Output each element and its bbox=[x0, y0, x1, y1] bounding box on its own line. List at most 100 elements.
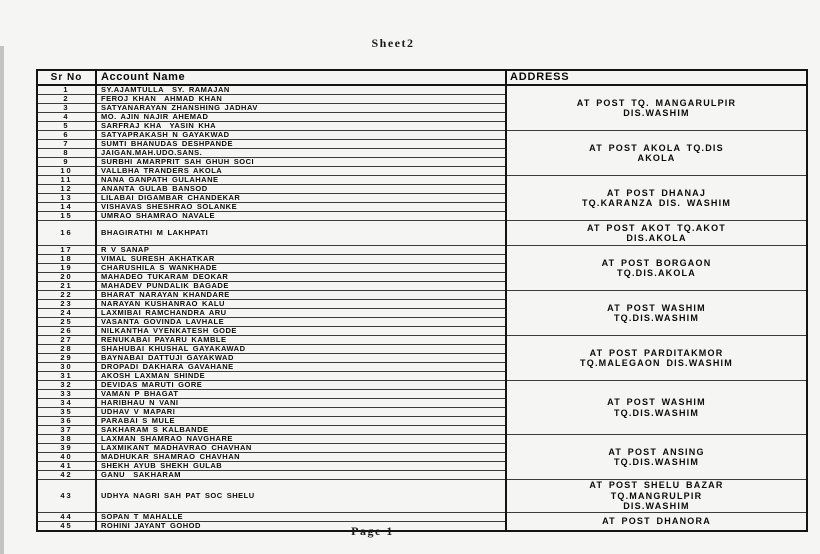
table-row: 37 SAKHARAM S KALBANDE bbox=[37, 425, 807, 435]
table-row: 29 BAYNABAI DATTUJI GAYAKWAD bbox=[37, 353, 807, 363]
sr-no-cell: 27 bbox=[37, 335, 97, 345]
table-row: 26 NILKANTHA VYENKATESH GODE bbox=[37, 326, 807, 336]
table-row: 44 SOPAN T MAHALLE AT POST DHANORA bbox=[37, 511, 807, 531]
sr-no-cell: 18 bbox=[37, 254, 97, 264]
sr-no-cell: 12 bbox=[37, 184, 97, 194]
table-row: 30 DROPADI DAKHARA GAVAHANE bbox=[37, 362, 807, 372]
table-row: 16 BHAGIRATHI M LAKHPATI AT POST AKOT TQ.A… bbox=[37, 220, 807, 246]
sr-no-cell: 44 bbox=[37, 511, 97, 521]
account-name-cell: CHARUSHILA S WANKHADE bbox=[96, 263, 507, 273]
scan-edge-artifact bbox=[0, 46, 4, 554]
table-row: 31 AKOSH LAXMAN SHINDE bbox=[37, 371, 807, 381]
sr-no-cell: 33 bbox=[37, 389, 97, 399]
sr-no-cell: 42 bbox=[37, 470, 97, 480]
sr-no-cell: 40 bbox=[37, 452, 97, 462]
sheet-title: Sheet2 bbox=[371, 36, 415, 50]
table-row: 35 UDHAV V MAPARI bbox=[37, 407, 807, 417]
sr-no-cell: 38 bbox=[37, 434, 97, 444]
table-row: 25 VASANTA GOVINDA LAVHALE bbox=[37, 317, 807, 327]
sr-no-cell: 2 bbox=[37, 94, 97, 104]
account-name-cell: NILKANTHA VYENKATESH GODE bbox=[96, 326, 507, 336]
address-cell: AT POST ANSING TQ.DIS.WASHIM bbox=[506, 434, 807, 480]
account-name-cell: AKOSH LAXMAN SHINDE bbox=[96, 371, 507, 381]
sr-no-cell: 32 bbox=[37, 380, 97, 390]
table-row: 43 UDHYA NAGRI SAH PAT SOC SHELU AT POST S… bbox=[37, 479, 807, 512]
sr-no-cell: 23 bbox=[37, 299, 97, 309]
account-name-cell: SURBHI AMARPRIT SAH GHUH SOCI bbox=[96, 157, 507, 167]
sr-no-cell: 4 bbox=[37, 112, 97, 122]
account-name-cell: LAXMIBAI RAMCHANDRA ARU bbox=[96, 308, 507, 318]
sr-no-cell: 45 bbox=[37, 520, 97, 531]
table-row: 2 FEROJ KHAN AHMAD KHAN bbox=[37, 94, 807, 104]
sr-no-cell: 37 bbox=[37, 425, 97, 435]
table-row: 38 LAXMAN SHAMRAO NAVGHARE AT POST ANSING … bbox=[37, 434, 807, 480]
table-row: 42 GANU SAKHARAM bbox=[37, 470, 807, 480]
sr-no-cell: 20 bbox=[37, 272, 97, 282]
account-name-cell: FEROJ KHAN AHMAD KHAN bbox=[96, 94, 507, 104]
table-row: 32 DEVIDAS MARUTI GORE AT POST WASHIM TQ.D… bbox=[37, 380, 807, 435]
account-name-cell: MADHUKAR SHAMRAO CHAVHAN bbox=[96, 452, 507, 462]
table-row: 19 CHARUSHILA S WANKHADE bbox=[37, 263, 807, 273]
table-row: 34 HARIBHAU N VANI bbox=[37, 398, 807, 408]
sr-no-cell: 13 bbox=[37, 193, 97, 203]
account-name-cell: SATYANARAYAN ZHANSHING JADHAV bbox=[96, 103, 507, 113]
sr-no-cell: 26 bbox=[37, 326, 97, 336]
table-row: 22 BHARAT NARAYAN KHANDARE AT POST WASHIM … bbox=[37, 290, 807, 336]
account-name-cell: LAXMAN SHAMRAO NAVGHARE bbox=[96, 434, 507, 444]
table-row: 23 NARAYAN KUSHANRAO KALU bbox=[37, 299, 807, 309]
address-cell: AT POST BORGAON TQ.DIS.AKOLA bbox=[506, 245, 807, 291]
account-name-cell: SATYAPRAKASH N GAYAKWAD bbox=[96, 130, 507, 140]
table-row: 1 SY.AJAMTULLA SY. RAMAJAN AT POST TQ. MAN… bbox=[37, 84, 807, 131]
account-name-cell: SUMTI BHANUDAS DESHPANDE bbox=[96, 139, 507, 149]
table-row: 15 UMRAO SHAMRAO NAVALE bbox=[37, 211, 807, 221]
header-address: ADDRESS bbox=[506, 70, 807, 86]
sr-no-cell: 5 bbox=[37, 121, 97, 131]
account-name-cell: LILABAI DIGAMBAR CHANDEKAR bbox=[96, 193, 507, 203]
table-row: 9 SURBHI AMARPRIT SAH GHUH SOCI bbox=[37, 157, 807, 167]
sr-no-cell: 11 bbox=[37, 175, 97, 185]
table-row: 27 RENUKABAI PAYARU KAMBLE AT POST PARDITA… bbox=[37, 335, 807, 381]
sr-no-cell: 43 bbox=[37, 479, 97, 512]
account-name-cell: HARIBHAU N VANI bbox=[96, 398, 507, 408]
sr-no-cell: 28 bbox=[37, 344, 97, 354]
table-row: 24 LAXMIBAI RAMCHANDRA ARU bbox=[37, 308, 807, 318]
table-row: 40 MADHUKAR SHAMRAO CHAVHAN bbox=[37, 452, 807, 462]
account-name-cell: BHAGIRATHI M LAKHPATI bbox=[96, 220, 507, 246]
address-cell: AT POST AKOLA TQ.DIS AKOLA bbox=[506, 130, 807, 176]
table-row: 20 MAHADEO TUKARAM DEOKAR bbox=[37, 272, 807, 282]
table-row: 17 R V SANAP AT POST BORGAON TQ.DIS.AKOLA bbox=[37, 245, 807, 291]
sr-no-cell: 30 bbox=[37, 362, 97, 372]
sr-no-cell: 6 bbox=[37, 130, 97, 140]
sr-no-cell: 35 bbox=[37, 407, 97, 417]
account-name-cell: SY.AJAMTULLA SY. RAMAJAN bbox=[96, 84, 507, 95]
table-row: 5 SARFRAJ KHA YASIN KHA bbox=[37, 121, 807, 131]
account-name-cell: UDHAV V MAPARI bbox=[96, 407, 507, 417]
sr-no-cell: 29 bbox=[37, 353, 97, 363]
address-cell: AT POST TQ. MANGARULPIR DIS.WASHIM bbox=[506, 84, 807, 131]
sr-no-cell: 17 bbox=[37, 245, 97, 255]
account-name-cell: VAMAN P BHAGAT bbox=[96, 389, 507, 399]
sr-no-cell: 16 bbox=[37, 220, 97, 246]
sr-no-cell: 22 bbox=[37, 290, 97, 300]
table-row: 18 VIMAL SURESH AKHATKAR bbox=[37, 254, 807, 264]
table-row: 33 VAMAN P BHAGAT bbox=[37, 389, 807, 399]
address-cell: AT POST WASHIM TQ.DIS.WASHIM bbox=[506, 290, 807, 336]
table-row: 3 SATYANARAYAN ZHANSHING JADHAV bbox=[37, 103, 807, 113]
address-cell: AT POST PARDITAKMOR TQ.MALEGAON DIS.WASH… bbox=[506, 335, 807, 381]
account-name-cell: VALLBHA TRANDERS AKOLA bbox=[96, 166, 507, 176]
sr-no-cell: 10 bbox=[37, 166, 97, 176]
address-cell: AT POST WASHIM TQ.DIS.WASHIM bbox=[506, 380, 807, 435]
header-sr-no: Sr No bbox=[37, 70, 97, 86]
sr-no-cell: 34 bbox=[37, 398, 97, 408]
account-name-cell: VIMAL SURESH AKHATKAR bbox=[96, 254, 507, 264]
account-name-cell: RENUKABAI PAYARU KAMBLE bbox=[96, 335, 507, 345]
account-name-cell: BAYNABAI DATTUJI GAYAKWAD bbox=[96, 353, 507, 363]
account-name-cell: BHARAT NARAYAN KHANDARE bbox=[96, 290, 507, 300]
sr-no-cell: 14 bbox=[37, 202, 97, 212]
header-account-name: Account Name bbox=[96, 70, 507, 86]
sr-no-cell: 31 bbox=[37, 371, 97, 381]
table-row: 39 LAXMIKANT MADHAVRAO CHAVHAN bbox=[37, 443, 807, 453]
address-cell: AT POST SHELU BAZAR TQ.MANGRULPIR DIS.WA… bbox=[506, 479, 807, 512]
table-row: 28 SHAHUBAI KHUSHAL GAYAKAWAD bbox=[37, 344, 807, 354]
sr-no-cell: 21 bbox=[37, 281, 97, 291]
